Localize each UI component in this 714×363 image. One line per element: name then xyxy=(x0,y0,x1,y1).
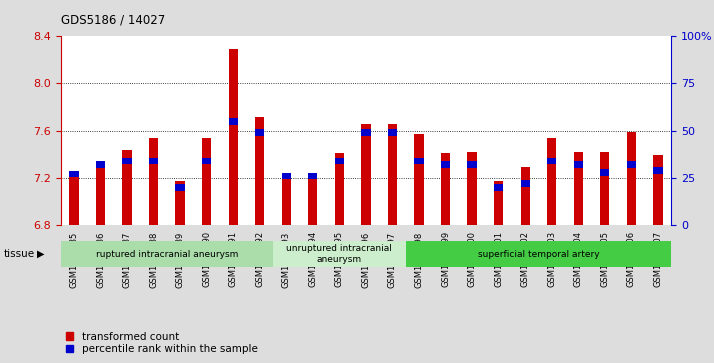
Bar xyxy=(202,158,211,164)
Bar xyxy=(573,161,583,168)
Bar xyxy=(361,124,371,225)
Bar xyxy=(600,169,610,175)
Text: ▶: ▶ xyxy=(37,249,45,259)
Text: superficial temporal artery: superficial temporal artery xyxy=(478,250,599,258)
Bar xyxy=(335,153,344,225)
Bar xyxy=(547,138,556,225)
Bar xyxy=(441,153,451,225)
Bar xyxy=(308,173,318,179)
Bar xyxy=(202,138,211,225)
Bar xyxy=(388,129,397,136)
Bar xyxy=(96,161,105,168)
Legend: transformed count, percentile rank within the sample: transformed count, percentile rank withi… xyxy=(66,331,258,354)
Bar xyxy=(61,241,273,267)
Bar xyxy=(122,158,131,164)
Bar xyxy=(361,129,371,136)
Bar xyxy=(627,161,636,168)
Bar xyxy=(653,155,663,225)
Bar xyxy=(627,132,636,225)
Bar xyxy=(388,124,397,225)
Bar xyxy=(494,182,503,225)
Text: GDS5186 / 14027: GDS5186 / 14027 xyxy=(61,14,165,27)
Text: unruptured intracranial
aneurysm: unruptured intracranial aneurysm xyxy=(286,244,392,264)
Bar xyxy=(573,152,583,225)
Bar xyxy=(176,182,185,225)
Bar xyxy=(255,129,264,136)
Bar xyxy=(441,161,451,168)
Bar xyxy=(149,138,159,225)
Bar xyxy=(122,150,131,225)
Bar xyxy=(468,152,477,225)
Bar xyxy=(308,173,318,225)
Bar xyxy=(255,117,264,225)
Bar xyxy=(653,167,663,174)
Bar xyxy=(406,241,671,267)
Bar xyxy=(547,158,556,164)
Bar xyxy=(600,152,610,225)
Bar xyxy=(176,184,185,191)
Bar xyxy=(468,161,477,168)
Bar xyxy=(494,184,503,191)
Text: tissue: tissue xyxy=(4,249,35,259)
Bar xyxy=(414,158,423,164)
Bar xyxy=(521,167,530,225)
Bar xyxy=(228,49,238,225)
Bar xyxy=(281,176,291,225)
Bar xyxy=(96,165,105,225)
Bar xyxy=(149,158,159,164)
Bar xyxy=(281,173,291,179)
Bar xyxy=(69,171,79,178)
Bar xyxy=(414,134,423,225)
Bar xyxy=(228,118,238,125)
Bar xyxy=(69,173,79,225)
Bar xyxy=(521,180,530,187)
Text: ruptured intracranial aneurysm: ruptured intracranial aneurysm xyxy=(96,250,238,258)
Bar xyxy=(335,158,344,164)
Bar xyxy=(273,241,406,267)
